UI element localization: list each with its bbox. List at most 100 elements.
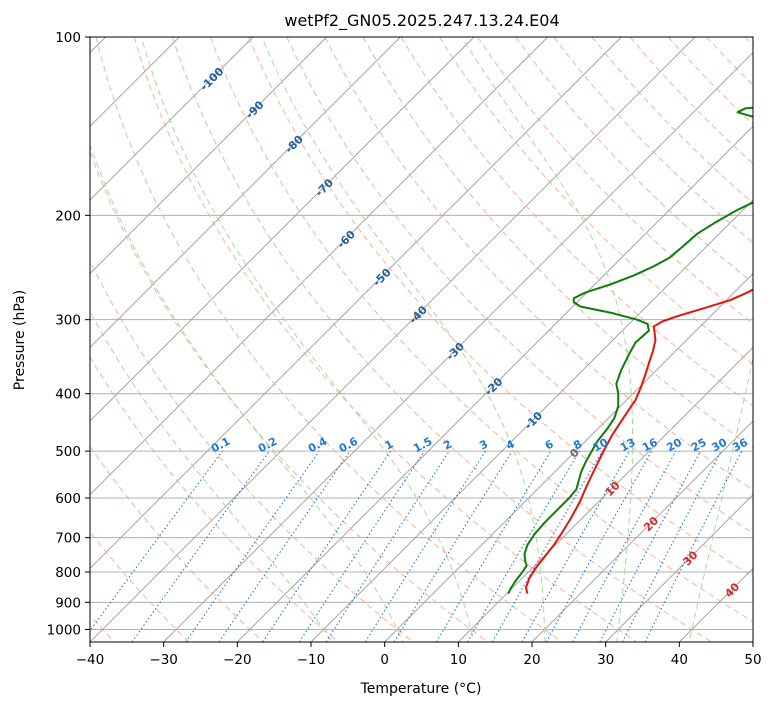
dry-adiabat-line [90, 356, 339, 642]
isotherm-line [90, 37, 254, 201]
x-tick-label: 30 [597, 652, 614, 668]
dry-adiabat-line [668, 37, 753, 125]
dry-adiabat-line [286, 37, 753, 534]
x-tick-label: 10 [450, 652, 467, 668]
mixing-ratio-label: 0.4 [306, 435, 330, 456]
moist-adiabat-lines [90, 41, 753, 642]
isotherm-line [310, 199, 753, 642]
isotherm-line [384, 273, 753, 642]
x-tick-label: 40 [671, 652, 688, 668]
mixing-ratio-label: 13 [618, 436, 638, 455]
isotherm-line [605, 494, 753, 642]
mixing-ratio-label: 4 [504, 437, 517, 452]
isotherm-label: -10 [522, 409, 545, 432]
temperature-profile-line [524, 288, 753, 594]
dry-adiabat-line [90, 150, 488, 642]
x-tick-label: −20 [223, 652, 252, 668]
mixing-ratio-label: 25 [689, 436, 709, 455]
isotherm-line [163, 52, 753, 642]
isotherm-label: 40 [722, 580, 742, 600]
y-tick-label: 800 [55, 565, 81, 581]
mixing-ratio-line [262, 450, 392, 642]
mixing-ratio-label: 6 [543, 437, 556, 452]
y-axis-ticks: 100 200 300 400 500 600 700 800 900 1000 [47, 30, 90, 638]
dry-adiabat-lines [90, 37, 753, 642]
isotherm-label: -40 [407, 303, 430, 326]
isotherm-line [90, 37, 548, 496]
mixing-ratio-line [325, 450, 450, 642]
mixing-ratio-label: 2 [441, 437, 454, 452]
mixing-ratio-line [545, 450, 653, 642]
x-axis-label: Temperature (°C) [360, 681, 482, 697]
dry-adiabat-line [171, 37, 712, 642]
mixing-ratio-line [491, 450, 603, 642]
isotherm-line [531, 420, 753, 642]
mixing-ratio-line [572, 450, 677, 642]
mixing-ratio-line [467, 450, 580, 642]
isotherm-label: -90 [243, 98, 266, 121]
y-tick-label: 700 [55, 531, 81, 547]
dry-adiabat-line [248, 37, 753, 578]
isotherm-line [237, 125, 753, 642]
x-axis-ticks: −40 −30 −20 −10 0 10 20 30 40 50 [76, 642, 762, 668]
x-tick-label: 0 [380, 652, 389, 668]
mixing-ratio-label: 1.5 [411, 435, 434, 456]
line-labels: 0.1 0.2 0.4 0.6 1 1.5 2 3 4 6 8 10 13 16 20 25 30 36-100-… [198, 65, 751, 601]
isotherm-line [90, 37, 622, 569]
mixing-ratio-line [90, 450, 223, 632]
dry-adiabat-line [133, 37, 638, 642]
y-tick-label: 200 [55, 208, 81, 224]
dry-adiabat-line [591, 37, 753, 204]
y-tick-label: 100 [55, 30, 81, 46]
dry-adiabat-line [210, 37, 753, 623]
mixing-ratio-label: 30 [710, 436, 730, 455]
dry-adiabat-line [95, 37, 563, 642]
isotherm-label: 20 [641, 514, 661, 534]
dry-adiabat-line [400, 37, 753, 407]
isotherm-label: 30 [680, 548, 700, 568]
moist-adiabat-line [464, 41, 634, 642]
mixing-ratio-line [185, 450, 320, 642]
isotherm-label: -20 [482, 375, 505, 398]
moist-adiabat-line [90, 143, 404, 642]
dewpoint-profile-line [507, 106, 753, 595]
x-tick-label: −10 [297, 652, 326, 668]
mixing-ratio-label: 0.1 [209, 435, 232, 456]
dry-adiabat-line [362, 37, 753, 449]
y-tick-label: 1000 [47, 622, 81, 638]
mixing-ratio-label: 0.6 [337, 435, 361, 456]
mixing-ratio-line [298, 450, 425, 642]
pressure-gridlines [90, 37, 753, 630]
isotherm-label: -80 [283, 133, 306, 156]
mixing-ratio-label: 20 [664, 436, 684, 455]
plot-frame [89, 36, 754, 643]
y-tick-label: 500 [55, 444, 81, 460]
y-axis-label: Pressure (hPa) [12, 290, 28, 390]
isotherm-line [90, 37, 327, 275]
x-tick-label: −30 [149, 652, 178, 668]
mixing-ratio-lines [90, 450, 743, 642]
moist-adiabat-line [688, 355, 753, 642]
moist-adiabat-line [142, 41, 475, 642]
moist-adiabat-line [90, 310, 333, 642]
dry-adiabat-line [553, 37, 753, 244]
dry-adiabat-line [90, 531, 190, 642]
isotherm-line [90, 37, 696, 642]
isotherm-lines [90, 37, 753, 642]
y-tick-label: 400 [55, 387, 81, 403]
isotherm-label: -70 [313, 176, 336, 199]
mixing-ratio-line [621, 450, 722, 642]
mixing-ratio-line [599, 450, 702, 642]
dry-adiabat-line [706, 37, 753, 86]
isotherm-label: -100 [198, 65, 227, 94]
dry-adiabat-line [744, 37, 753, 47]
mixing-ratio-line [364, 450, 486, 642]
isotherm-label: -30 [444, 340, 467, 363]
isotherm-label: 10 [603, 479, 623, 499]
mixing-ratio-label: 1 [383, 437, 396, 452]
dry-adiabat-line [439, 37, 753, 366]
isotherm-line [90, 37, 475, 422]
mixing-ratio-line [131, 450, 270, 642]
isotherm-label: -60 [335, 228, 358, 251]
